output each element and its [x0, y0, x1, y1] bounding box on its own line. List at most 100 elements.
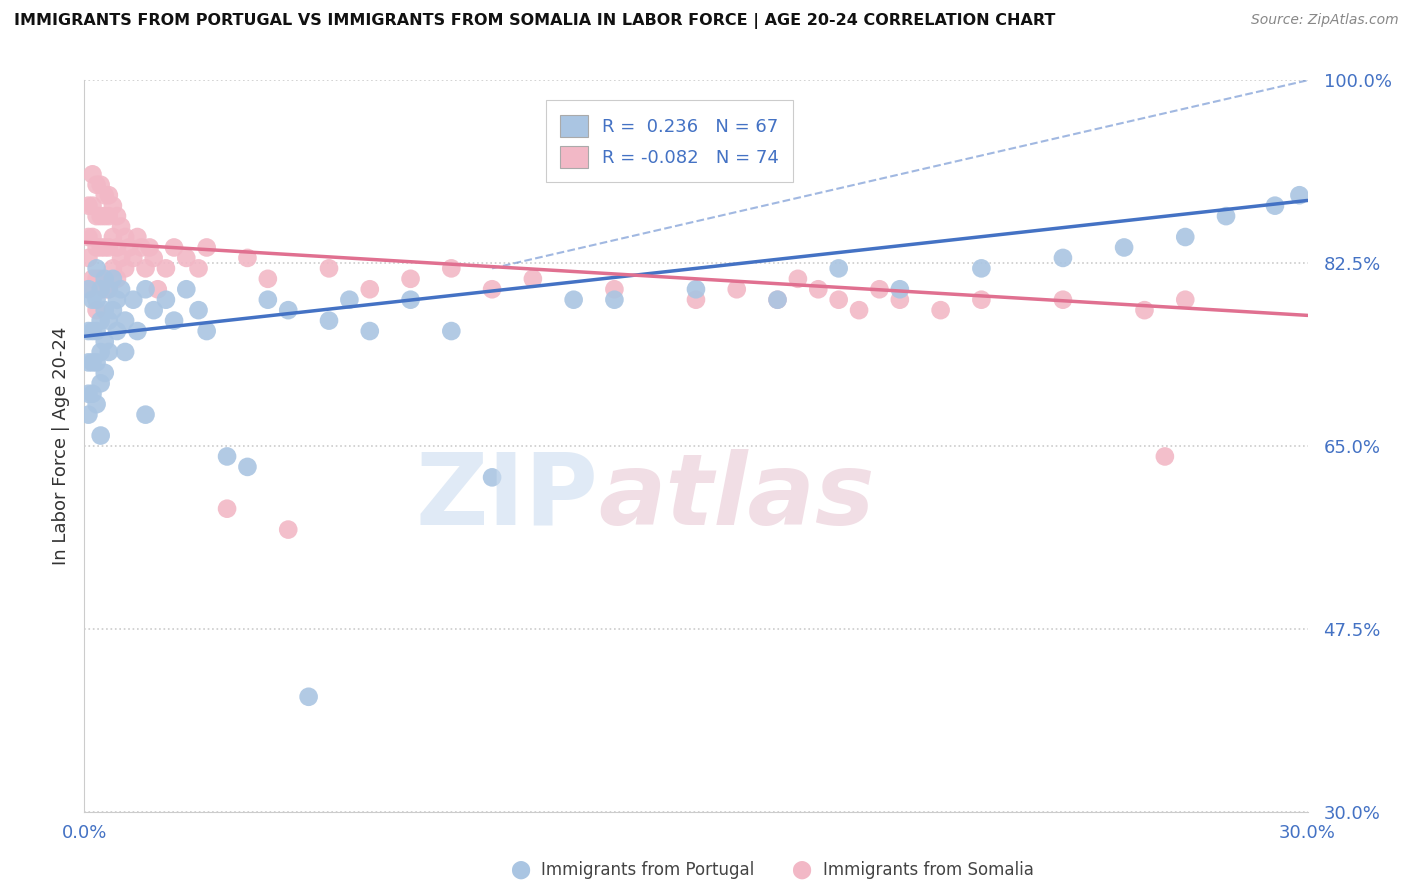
Point [86, 178, 108, 192]
Point [97, 188, 120, 202]
Point [77, 355, 100, 369]
Point [90, 345, 112, 359]
Point [562, 293, 585, 307]
Point [766, 293, 789, 307]
Point [105, 324, 128, 338]
Point [97, 282, 120, 296]
Point [105, 209, 128, 223]
Point [90, 428, 112, 442]
Point [122, 293, 145, 307]
Point [97, 313, 120, 327]
Point [1174, 293, 1197, 307]
Point [163, 240, 186, 254]
Point [114, 345, 136, 359]
Point [685, 293, 707, 307]
Point [1154, 450, 1177, 464]
Point [105, 240, 128, 254]
Point [82, 324, 104, 338]
Point [77, 282, 100, 296]
Point [114, 261, 136, 276]
Point [142, 251, 165, 265]
Point [807, 282, 830, 296]
Point [1133, 303, 1156, 318]
Point [82, 293, 104, 307]
Text: IMMIGRANTS FROM PORTUGAL VS IMMIGRANTS FROM SOMALIA IN LABOR FORCE | AGE 20-24 C: IMMIGRANTS FROM PORTUGAL VS IMMIGRANTS F… [14, 13, 1056, 29]
Point [82, 272, 104, 286]
Point [163, 313, 186, 327]
Point [127, 230, 149, 244]
Point [86, 397, 108, 411]
Legend: R =  0.236   N = 67, R = -0.082   N = 74: R = 0.236 N = 67, R = -0.082 N = 74 [546, 100, 793, 182]
Point [97, 209, 120, 223]
Point [277, 523, 299, 537]
Point [122, 251, 145, 265]
Point [440, 261, 463, 276]
Point [195, 240, 218, 254]
Point [359, 324, 381, 338]
Point [105, 293, 128, 307]
Point [82, 167, 104, 181]
Point [318, 261, 340, 276]
Point [522, 272, 544, 286]
Point [110, 251, 132, 265]
Point [77, 324, 100, 338]
Point [86, 261, 108, 276]
Point [135, 408, 157, 422]
Point [90, 209, 112, 223]
Point [90, 272, 112, 286]
Point [97, 345, 120, 359]
Point [481, 282, 503, 296]
Point [298, 690, 321, 704]
Point [127, 324, 149, 338]
Point [82, 199, 104, 213]
Point [359, 282, 381, 296]
Point [110, 282, 132, 296]
Point [217, 450, 239, 464]
Point [236, 459, 259, 474]
Point [131, 240, 153, 254]
Point [135, 282, 157, 296]
Point [86, 209, 108, 223]
Text: Immigrants from Somalia: Immigrants from Somalia [823, 861, 1033, 879]
Point [118, 240, 141, 254]
Point [217, 501, 239, 516]
Point [685, 282, 707, 296]
Point [603, 282, 626, 296]
Point [86, 303, 108, 318]
Point [725, 282, 748, 296]
Point [93, 303, 115, 318]
Point [86, 324, 108, 338]
Point [135, 261, 157, 276]
Point [105, 272, 128, 286]
Point [257, 272, 280, 286]
Point [174, 282, 197, 296]
Point [1264, 199, 1286, 213]
Text: Immigrants from Portugal: Immigrants from Portugal [541, 861, 755, 879]
Text: ZIP: ZIP [415, 449, 598, 546]
Point [101, 199, 124, 213]
Text: Source: ZipAtlas.com: Source: ZipAtlas.com [1251, 13, 1399, 28]
Point [1114, 240, 1136, 254]
Point [399, 293, 422, 307]
Point [86, 272, 108, 286]
Point [77, 386, 100, 401]
Point [138, 240, 160, 254]
Point [93, 209, 115, 223]
Point [82, 230, 104, 244]
Point [142, 303, 165, 318]
Point [603, 293, 626, 307]
Point [93, 188, 115, 202]
Point [257, 293, 280, 307]
Point [187, 303, 209, 318]
Point [101, 230, 124, 244]
Point [82, 386, 104, 401]
Point [114, 230, 136, 244]
Point [481, 470, 503, 484]
Point [90, 178, 112, 192]
Point [195, 324, 218, 338]
Point [101, 261, 124, 276]
Point [440, 324, 463, 338]
Point [1174, 230, 1197, 244]
Point [114, 313, 136, 327]
Point [318, 313, 340, 327]
